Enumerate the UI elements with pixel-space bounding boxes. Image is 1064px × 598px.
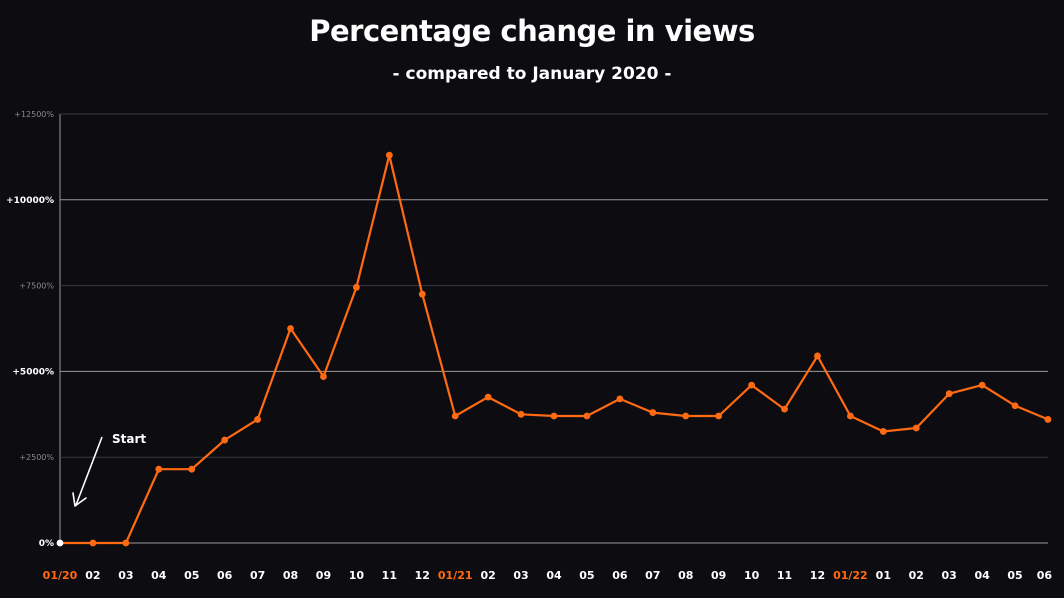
x-tick-label: 10 xyxy=(744,569,760,582)
x-tick-label: 03 xyxy=(942,569,957,582)
x-tick-label: 03 xyxy=(513,569,528,582)
x-tick-label: 04 xyxy=(546,569,562,582)
x-tick-label: 02 xyxy=(85,569,100,582)
data-point xyxy=(1011,402,1019,410)
data-point xyxy=(484,393,492,401)
data-point xyxy=(781,405,788,413)
x-tick-label: 12 xyxy=(810,569,825,582)
data-point xyxy=(122,539,130,547)
x-tick-label: 07 xyxy=(645,569,660,582)
y-tick-label: +5000% xyxy=(12,367,54,377)
x-tick-label: 12 xyxy=(415,569,430,582)
data-point xyxy=(879,428,887,435)
x-tick-label: 08 xyxy=(678,569,693,582)
data-point xyxy=(221,436,229,444)
x-tick-label: 11 xyxy=(777,569,792,582)
x-tick-label: 01/21 xyxy=(438,569,473,582)
data-point xyxy=(517,410,525,418)
data-point xyxy=(912,424,920,432)
start-arrowhead-icon xyxy=(72,492,87,507)
data-point xyxy=(945,390,953,398)
data-point xyxy=(978,381,986,389)
data-point xyxy=(550,412,558,420)
x-tick-label: 05 xyxy=(579,569,594,582)
y-tick-label: +12500% xyxy=(14,110,54,119)
chart-subtitle: - compared to January 2020 - xyxy=(392,64,672,84)
data-point xyxy=(616,395,624,403)
chart-title: Percentage change in views xyxy=(309,14,755,48)
x-tick-label: 06 xyxy=(217,569,233,582)
data-point xyxy=(254,416,261,423)
data-point xyxy=(1044,416,1052,423)
x-tick-label: 02 xyxy=(480,569,495,582)
x-tick-label: 11 xyxy=(382,569,397,582)
start-arrow-icon xyxy=(75,436,103,506)
x-tick-label: 01/20 xyxy=(43,569,78,582)
data-point xyxy=(814,352,821,360)
data-point xyxy=(682,412,690,420)
series-line xyxy=(60,154,1049,545)
x-tick-label: 06 xyxy=(612,569,628,582)
data-point xyxy=(649,409,657,416)
data-point xyxy=(188,465,196,473)
x-tick-label: 05 xyxy=(184,569,199,582)
data-point xyxy=(353,283,360,291)
data-point xyxy=(89,539,97,547)
y-tick-label: +2500% xyxy=(19,453,54,462)
x-tick-label: 01 xyxy=(876,569,891,582)
x-tick-label: 09 xyxy=(316,569,331,582)
x-tick-label: 03 xyxy=(118,569,133,582)
y-tick-label: +10000% xyxy=(6,196,54,206)
data-point xyxy=(715,412,723,420)
data-point xyxy=(287,325,294,332)
y-tick-label: +7500% xyxy=(19,282,54,291)
x-tick-label: 04 xyxy=(151,569,167,582)
x-tick-label: 01/22 xyxy=(833,569,868,582)
start-annotation-label: Start xyxy=(112,432,146,446)
x-tick-label: 09 xyxy=(711,569,726,582)
x-tick-label: 04 xyxy=(974,569,990,582)
data-point xyxy=(385,151,393,159)
data-point xyxy=(847,412,854,420)
data-point xyxy=(155,465,163,473)
data-point xyxy=(56,539,64,547)
data-point xyxy=(320,373,327,380)
data-point xyxy=(451,412,459,420)
x-tick-label: 07 xyxy=(250,569,265,582)
y-tick-label: 0% xyxy=(39,539,54,549)
x-tick-label: 05 xyxy=(1007,569,1022,582)
x-tick-label: 02 xyxy=(909,569,924,582)
data-point xyxy=(418,290,426,298)
data-point xyxy=(748,381,755,389)
x-tick-label: 10 xyxy=(349,569,365,582)
x-tick-label: 08 xyxy=(283,569,298,582)
x-tick-label: 06 xyxy=(1037,569,1053,582)
data-point xyxy=(583,412,591,420)
